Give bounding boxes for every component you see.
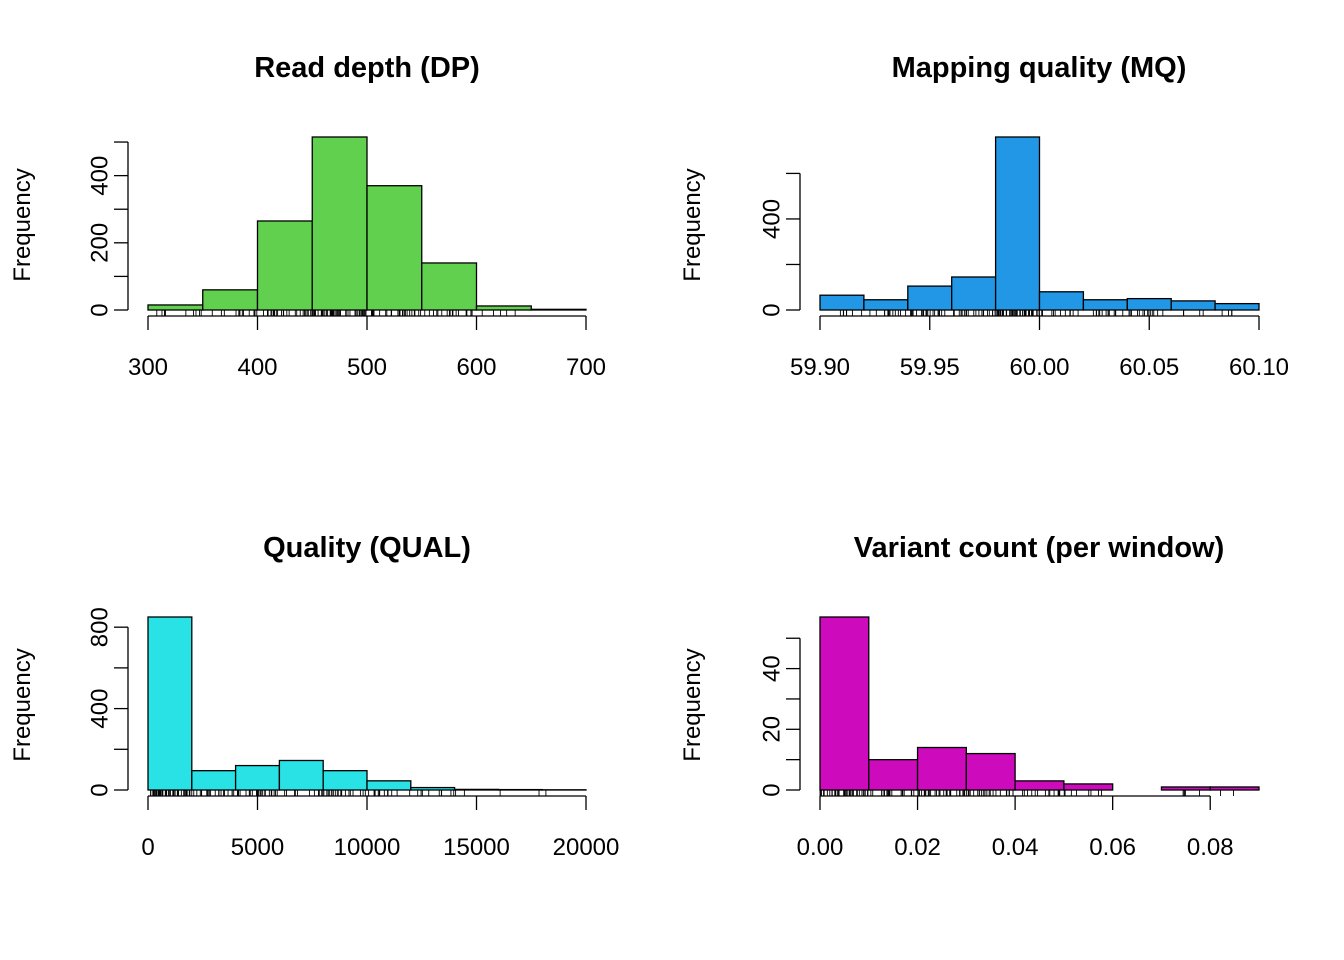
x-tick-label: 20000 [553,834,620,861]
histogram-bar [1209,786,1260,791]
chart-title: Mapping quality (MQ) [892,52,1187,84]
histogram-bar [819,616,870,791]
rug-marks [819,790,1234,796]
histogram-bar [421,262,478,311]
histogram-bar [916,746,967,791]
y-axis-label: Frequency [9,648,36,761]
histogram-bar [234,764,281,791]
histogram-bar [907,285,953,311]
x-tick-label: 60.10 [1229,354,1289,381]
histogram-bar [1063,783,1114,791]
histogram-bar [410,786,456,791]
histogram-bar [256,220,313,311]
histogram-bar [1014,780,1065,791]
histogram-bar [311,136,368,311]
y-tick-label: 0 [87,783,114,796]
histogram-panel-4: Variant count (per window) Frequency 0.00 0… [679,532,1260,861]
y-tick-label: 200 [87,223,114,263]
y-tick-label: 0 [87,303,114,316]
histogram-bar [366,185,423,311]
histogram-bar [366,780,412,791]
x-tick-label: 600 [456,354,496,381]
x-tick-label: 0.08 [1187,834,1234,861]
y-tick-label: 400 [87,689,114,729]
x-tick-label: 5000 [231,834,284,861]
rug-marks [839,310,1233,316]
x-tick-label: 0 [141,834,154,861]
y-axis-label: Frequency [679,168,706,281]
x-tick-label: 60.05 [1119,354,1179,381]
histogram-bar [1170,300,1216,311]
y-axis-label: Frequency [679,648,706,761]
histogram-bar [1038,291,1085,311]
histogram-bar [994,136,1041,311]
histogram-panel-1: Read depth (DP) Frequency 300 400 500 600 700 0… [9,52,606,381]
histogram-panel-3: Quality (QUAL) Frequency 0 5000 10000 15000 20… [9,532,619,861]
y-tick-label: 400 [759,199,786,239]
rug-marks [156,310,516,316]
y-tick-label: 20 [759,716,786,743]
x-tick-label: 0.02 [894,834,941,861]
y-tick-label: 800 [87,607,114,647]
histogram-bar [819,294,865,311]
x-tick-label: 15000 [443,834,510,861]
histogram-bar [147,304,204,311]
x-tick-label: 59.90 [790,354,850,381]
chart-title: Variant count (per window) [854,532,1225,564]
histogram-panel-2: Mapping quality (MQ) Frequency 59.90 59.95 6… [679,52,1289,381]
histogram-bar [1160,786,1211,791]
histogram-bar [278,759,324,791]
histogram-bar [1214,302,1260,311]
y-tick-label: 400 [87,156,114,196]
rug-marks [150,790,547,796]
histogram-bar [965,752,1016,791]
y-tick-label: 0 [759,783,786,796]
x-tick-label: 10000 [334,834,401,861]
x-tick-label: 400 [237,354,277,381]
histogram-bar [530,308,587,311]
histogram-bar [863,299,909,311]
y-tick-label: 0 [759,303,786,316]
chart-title: Quality (QUAL) [263,532,471,564]
chart-title: Read depth (DP) [254,52,480,84]
x-tick-label: 60.00 [1009,354,1069,381]
histogram-bar [191,770,237,791]
histogram-bar [202,289,259,311]
histogram-bar [147,616,193,791]
x-tick-label: 59.95 [900,354,960,381]
x-tick-label: 500 [347,354,387,381]
histogram-bar [868,758,919,791]
histogram-bar [475,305,532,311]
x-tick-label: 0.00 [797,834,844,861]
histogram-bar [1082,299,1128,311]
x-tick-label: 700 [566,354,606,381]
histogram-bar [951,276,997,311]
y-tick-label: 40 [759,655,786,682]
x-tick-label: 0.04 [992,834,1039,861]
y-axis-label: Frequency [9,168,36,281]
x-tick-label: 0.06 [1089,834,1136,861]
histogram-bar [1126,297,1172,311]
histogram-bar [453,788,500,791]
histogram-bar [322,770,368,791]
x-tick-label: 300 [128,354,168,381]
